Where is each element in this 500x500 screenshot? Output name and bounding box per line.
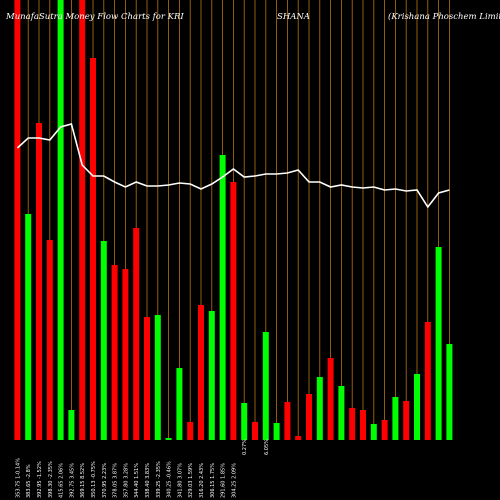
flow-bar — [295, 436, 302, 440]
flow-bar — [414, 374, 420, 440]
flow-bar — [381, 420, 388, 440]
flow-bar — [349, 408, 356, 440]
flow-bar — [100, 241, 107, 440]
category-label: 344.40 1.51% — [134, 463, 140, 498]
flow-bar — [273, 423, 280, 440]
flow-bar — [403, 401, 410, 440]
category-label: 353.75 1-0.14% — [15, 458, 21, 498]
flow-bar — [284, 402, 291, 440]
flow-bar — [133, 228, 140, 440]
flow-bar — [90, 58, 96, 440]
category-label: 338.40 3.83% — [145, 463, 151, 498]
flow-bar — [252, 422, 258, 440]
flow-bar — [327, 358, 334, 440]
flow-bar — [208, 311, 215, 440]
flow-bar — [219, 155, 226, 440]
flow-bar — [14, 0, 21, 440]
category-label: 369.15 8.52% — [80, 463, 86, 498]
flow-bar — [241, 403, 248, 440]
bars — [14, 0, 453, 440]
category-label: 415.65 2.06% — [59, 463, 65, 498]
flow-bar — [176, 368, 183, 440]
chart-title-symbol: SHANA — [277, 12, 310, 22]
flow-bar — [57, 0, 64, 440]
flow-bar — [122, 269, 129, 440]
flow-bar — [25, 214, 32, 440]
category-label: 316.20 2.43% — [199, 463, 205, 498]
bar-annotation: 0.27% — [242, 439, 248, 455]
money-flow-line — [16, 123, 450, 209]
chart-title-left: MunafaSutra Money Flow Charts for KRI — [6, 12, 184, 22]
flow-bar — [370, 424, 377, 440]
category-label: 392.95 -1.52% — [37, 461, 43, 498]
category-label: 339.25 -2.35% — [156, 461, 162, 498]
flow-bar — [36, 123, 42, 440]
flow-bar — [68, 410, 75, 440]
flow-bar — [316, 377, 323, 440]
category-label: 383.65 -2.8% — [26, 464, 32, 498]
flow-bar — [446, 344, 453, 440]
category-label: 291.60 1.85% — [221, 463, 227, 498]
chart-title-company: (Krishana Phoschem Limit — [388, 12, 500, 22]
category-label: 350.13 -0.75% — [91, 461, 97, 498]
category-label: 378.05 3.87% — [113, 463, 119, 498]
category-label: 370.95 2.23% — [102, 463, 108, 498]
flow-bar — [111, 265, 118, 440]
category-label: 341.80 3.07% — [177, 463, 183, 498]
category-label: 392.75 3.45% — [69, 463, 75, 498]
flow-bar — [338, 386, 345, 440]
flow-bar — [79, 0, 86, 440]
flow-bar — [46, 240, 53, 440]
category-label: 357.80 3.28% — [123, 463, 129, 498]
flow-bar — [198, 305, 204, 440]
bar-annotation: 6.05% — [264, 439, 270, 455]
flow-bar — [187, 422, 194, 440]
flow-bar — [392, 397, 399, 440]
category-label: 340.25 -0.46% — [167, 461, 173, 498]
flow-bar — [424, 322, 431, 440]
category-label: 304.25 2.09% — [231, 463, 237, 498]
flow-bar — [435, 247, 442, 440]
category-label: 329.03 1.59% — [188, 463, 194, 498]
flow-bar — [165, 438, 172, 440]
flow-bar — [144, 317, 150, 440]
flow-bar — [154, 315, 161, 440]
category-labels: 353.75 1-0.14% 383.65 -2.8% 392.95 -1.52% 3… — [15, 439, 269, 498]
category-label: 398.30 -2.35% — [48, 461, 54, 498]
flow-bar — [230, 182, 237, 440]
category-label: 306.15 1.75% — [210, 463, 216, 498]
flow-bar — [360, 410, 366, 440]
flow-bar — [306, 394, 312, 440]
flow-bar — [262, 332, 269, 440]
